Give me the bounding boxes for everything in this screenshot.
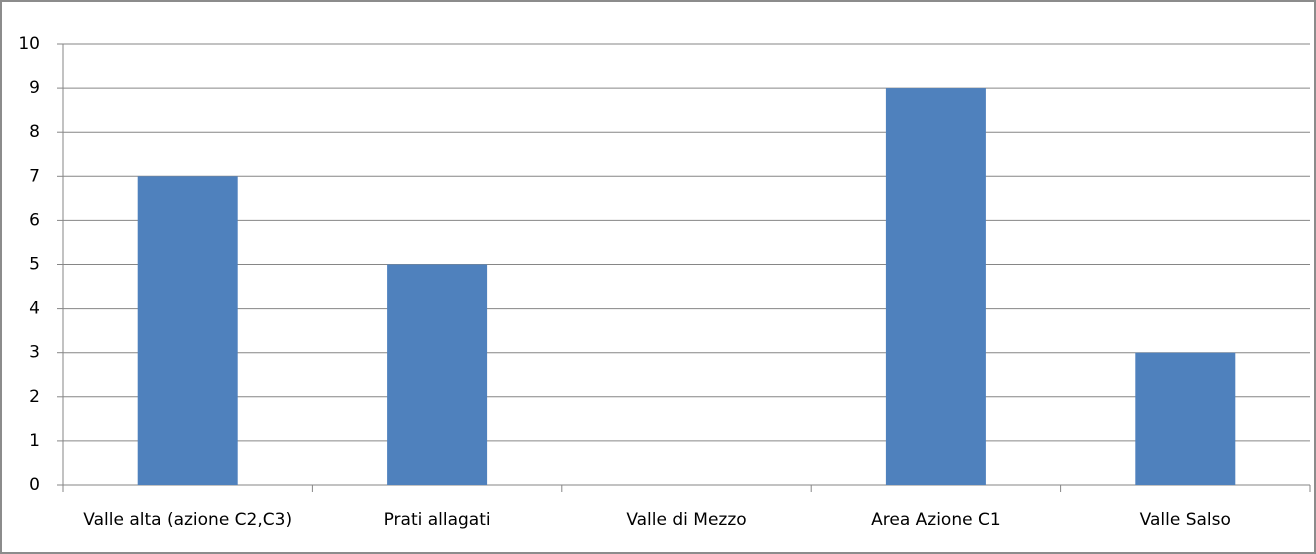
y-tick-label: 5 [29,255,40,275]
bar [1135,352,1236,485]
y-tick-label: 10 [18,34,40,54]
x-tick-label: Area Azione C1 [871,510,1001,530]
y-tick-label: 3 [29,343,40,363]
y-tick-label: 2 [29,387,40,407]
y-tick-label: 1 [29,431,40,451]
y-tick-label: 0 [29,475,40,495]
y-tick-label: 7 [29,166,40,186]
y-tick-label: 8 [29,122,40,142]
x-tick-label: Prati allagati [384,510,491,530]
x-tick-label: Valle alta (azione C2,C3) [83,510,292,530]
y-tick-label: 6 [29,210,40,230]
y-tick-label: 4 [29,299,40,319]
bar [885,88,986,485]
x-tick-label: Valle Salso [1140,510,1231,530]
y-tick-label: 9 [29,78,40,98]
x-tick-label: Valle di Mezzo [626,510,746,530]
bar [387,264,488,485]
bar [137,176,238,486]
